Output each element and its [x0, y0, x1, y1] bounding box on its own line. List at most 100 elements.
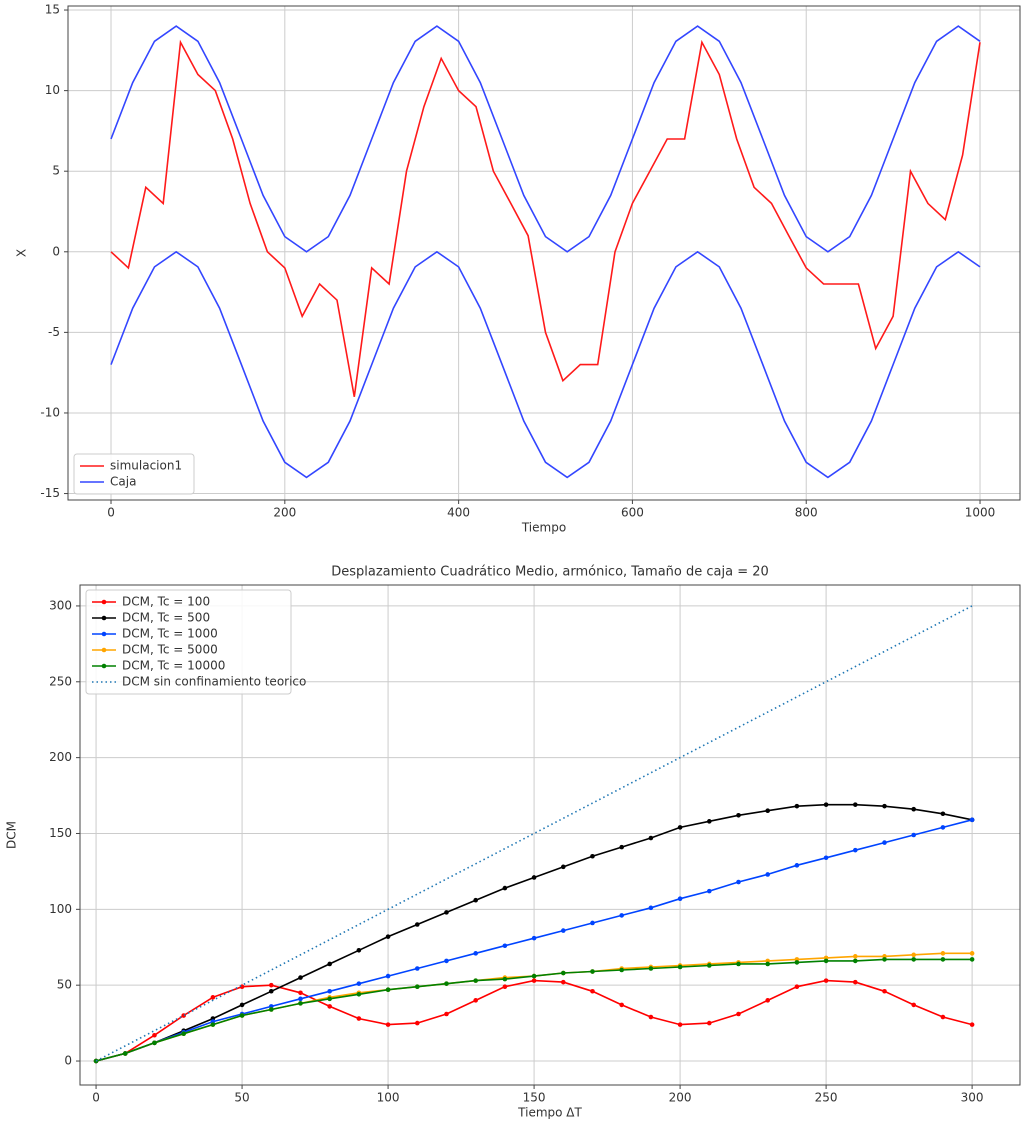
point — [706, 963, 712, 968]
point — [940, 957, 946, 962]
x-tick-label: 400 — [447, 506, 470, 520]
point — [911, 1002, 917, 1008]
point — [619, 913, 624, 918]
point — [531, 978, 537, 983]
point — [794, 960, 800, 965]
y-tick-label: 15 — [45, 3, 60, 17]
x-axis-label: Tiempo — [521, 521, 566, 535]
point — [794, 984, 800, 989]
point — [911, 957, 917, 962]
point — [736, 879, 741, 885]
point — [969, 817, 975, 823]
point — [239, 1013, 245, 1018]
point — [736, 1011, 741, 1017]
point — [268, 1007, 274, 1012]
point — [765, 998, 770, 1003]
point — [502, 976, 508, 982]
point — [298, 1001, 303, 1006]
x-tick-label: 1000 — [965, 506, 996, 520]
point — [473, 978, 478, 983]
x-tick-label: 200 — [669, 1091, 692, 1105]
point — [327, 996, 332, 1002]
y-tick-label: -10 — [40, 405, 60, 419]
point — [940, 951, 946, 956]
point — [444, 958, 449, 964]
point — [794, 803, 800, 809]
point — [444, 981, 449, 986]
point — [853, 954, 858, 959]
point — [414, 966, 420, 971]
point — [210, 995, 216, 1000]
x-tick-label: 0 — [92, 1091, 100, 1105]
y-tick-label: -5 — [48, 325, 60, 339]
y-axis-label: X — [15, 249, 29, 257]
point — [414, 984, 420, 989]
x-tick-label: 800 — [795, 506, 818, 520]
point — [619, 967, 624, 973]
series-line — [110, 25, 981, 253]
point — [531, 973, 537, 979]
point — [414, 922, 420, 927]
point — [969, 951, 975, 956]
point — [239, 1002, 245, 1008]
point — [298, 990, 303, 996]
point — [590, 853, 595, 859]
x-tick-label: 600 — [621, 506, 644, 520]
point — [882, 988, 887, 994]
y-tick-label: 0 — [52, 244, 60, 258]
point — [765, 961, 770, 967]
point — [823, 855, 829, 861]
y-tick-label: 200 — [49, 750, 72, 764]
point — [560, 928, 566, 933]
point — [385, 934, 391, 939]
point — [648, 1014, 654, 1020]
legend-label: simulacion1 — [110, 459, 182, 473]
point — [356, 981, 362, 986]
point — [969, 1022, 975, 1027]
legend-box — [73, 453, 195, 495]
point — [356, 1016, 362, 1021]
point — [590, 920, 595, 926]
chart: 0 200 400 600 800 1000 -15 -10 -5 0 5 10 15 Tiempo Xsi… — [15, 3, 1021, 535]
x-tick-label: 200 — [273, 506, 296, 520]
point — [560, 970, 566, 976]
legend-marker — [101, 615, 107, 621]
x-tick-label: 250 — [815, 1091, 838, 1105]
point — [385, 973, 391, 979]
point — [327, 988, 332, 994]
point — [93, 1058, 99, 1064]
point — [853, 802, 858, 807]
point — [152, 1040, 157, 1046]
legend-label: DCM, Tc = 5000 — [122, 643, 218, 657]
point — [502, 984, 508, 989]
point — [473, 897, 478, 903]
point — [531, 875, 537, 880]
point — [298, 975, 303, 980]
point — [590, 969, 595, 974]
legend-marker — [101, 663, 107, 669]
point — [298, 996, 303, 1002]
point — [590, 988, 595, 994]
legend-label: DCM, Tc = 1000 — [122, 627, 218, 641]
point — [268, 988, 274, 994]
chart-title: Desplazamiento Cuadrático Medio, armónic… — [331, 565, 769, 580]
y-tick-label: 10 — [45, 83, 60, 97]
legend-marker — [101, 631, 107, 637]
point — [502, 943, 508, 949]
point — [911, 952, 917, 958]
y-tick-label: 0 — [64, 1054, 72, 1068]
point — [152, 1032, 157, 1038]
point — [794, 863, 800, 868]
legend: DCM, Tc = 100 DCM, Tc = 500 DCM, Tc = 1000… — [85, 589, 306, 695]
point — [911, 832, 917, 838]
y-tick-label: 300 — [49, 598, 72, 612]
point — [706, 888, 712, 894]
chart: Desplazamiento Cuadrático Medio, armónic… — [5, 565, 1021, 1120]
point — [853, 958, 858, 964]
point — [853, 847, 858, 853]
x-axis-label: Tiempo ΔT — [517, 1106, 582, 1120]
point — [765, 808, 770, 814]
point — [356, 991, 362, 997]
y-tick-label: 50 — [57, 978, 72, 992]
